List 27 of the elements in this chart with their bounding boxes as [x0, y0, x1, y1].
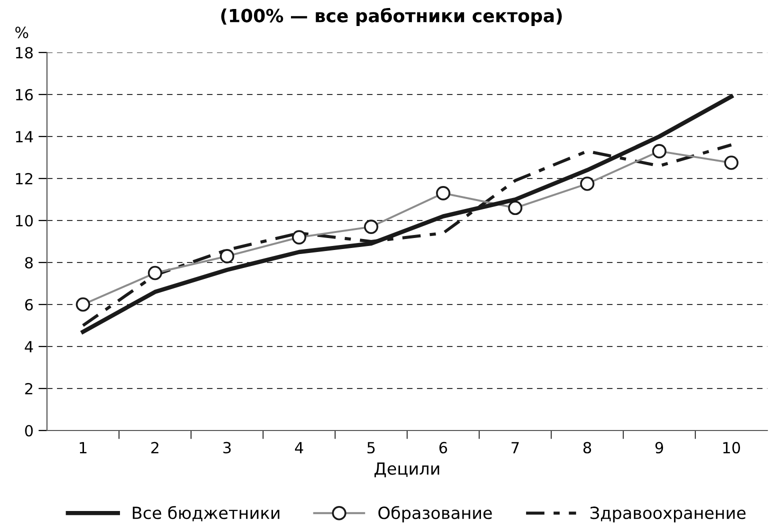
- y-tick-label: 10: [16, 214, 33, 227]
- legend-label: Образование: [378, 506, 492, 522]
- x-tick-label: 4: [294, 442, 304, 454]
- legend-label: Все бюджетники: [132, 506, 280, 522]
- y-tick-label: 2: [25, 382, 32, 394]
- y-tick-label: 4: [24, 341, 33, 352]
- x-tick-label: 5: [367, 442, 375, 454]
- legend-label: Здравоохранение: [590, 506, 746, 522]
- x-tick-label: 7: [512, 442, 519, 454]
- y-tick-label: 0: [25, 424, 33, 437]
- y-tick-label: 12: [16, 172, 32, 184]
- y-tick-label: 16: [16, 88, 33, 101]
- y-tick-label: 6: [25, 298, 33, 311]
- y-tick-label: 14: [16, 131, 33, 142]
- y-tick-label: 18: [16, 46, 33, 59]
- x-axis-title: Децили: [374, 462, 440, 478]
- x-tick-label: 10: [723, 442, 740, 454]
- x-tick-label: 9: [655, 442, 664, 454]
- x-tick-label: 8: [583, 442, 592, 454]
- chart-title: (100% — все работники сектора): [221, 8, 562, 26]
- y-tick-label: 8: [25, 256, 33, 269]
- y-axis-title: %: [15, 26, 28, 38]
- x-tick-label: 6: [439, 442, 448, 454]
- x-tick-label: 2: [151, 442, 158, 454]
- line-series: [80, 94, 734, 334]
- x-tick-label: 1: [80, 442, 86, 454]
- x-tick-label: 3: [223, 442, 231, 454]
